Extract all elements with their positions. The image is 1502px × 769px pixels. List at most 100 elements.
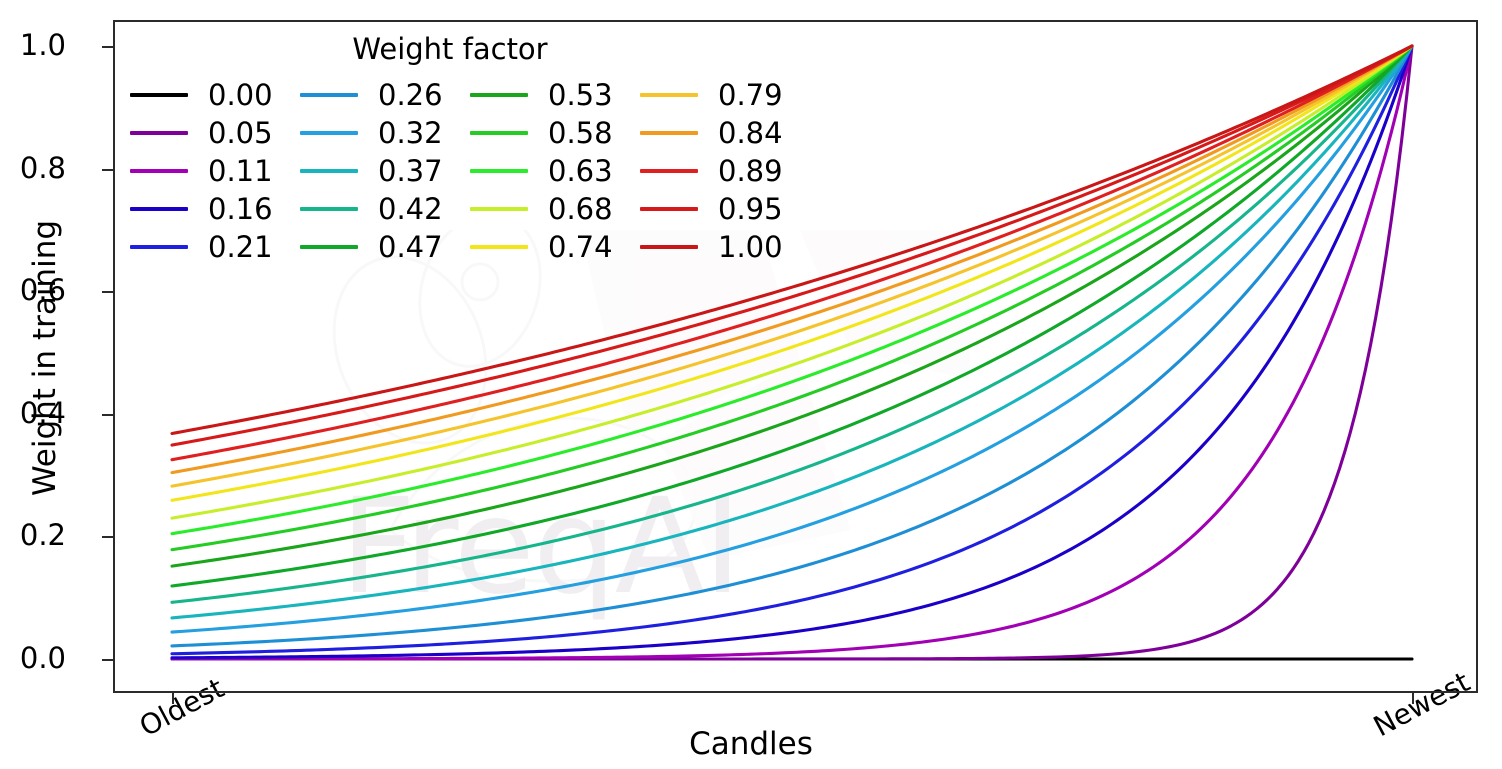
y-tick-label-4: 0.8: [19, 151, 66, 185]
legend-entry-0.21[interactable]: 0.21: [130, 228, 300, 266]
legend-entry-0.84[interactable]: 0.84: [640, 114, 810, 152]
legend-columns: 0.00 0.05 0.11 0.16 0.21 0.26 0.32 0.37 0.42 0.47…: [130, 76, 830, 266]
legend-swatch-icon-0.21: [130, 244, 188, 250]
legend-swatch-icon-0.00: [130, 92, 188, 98]
curve-0.95: [170, 44, 1414, 447]
curve-0.47: [170, 44, 1414, 588]
legend-column-3: 0.79 0.84 0.89 0.95 1.00: [640, 76, 810, 266]
legend-entry-0.58[interactable]: 0.58: [470, 114, 640, 152]
y-tick-label-3: 0.6: [19, 273, 66, 307]
legend-entry-0.32[interactable]: 0.32: [300, 114, 470, 152]
curve-0.53: [170, 44, 1414, 568]
legend-label-0.42: 0.42: [378, 191, 443, 226]
legend-swatch-icon-0.37: [300, 168, 358, 174]
legend-entry-0.37[interactable]: 0.37: [300, 152, 470, 190]
y-tick-mark-3: [102, 291, 113, 294]
legend-title: Weight factor: [352, 32, 548, 66]
legend-label-0.89: 0.89: [718, 153, 783, 188]
curve-0.58: [170, 44, 1414, 552]
legend-swatch-icon-0.05: [130, 130, 188, 136]
curve-0.84: [170, 44, 1414, 475]
legend-swatch-icon-0.95: [640, 206, 698, 212]
legend-label-0.53: 0.53: [548, 77, 613, 112]
plot-border: [113, 20, 1478, 693]
legend-label-0.47: 0.47: [378, 229, 443, 264]
legend-label-0.58: 0.58: [548, 115, 613, 150]
legend-swatch-icon-0.47: [300, 244, 358, 250]
curve-0.21: [170, 44, 1414, 656]
legend-entry-0.42[interactable]: 0.42: [300, 190, 470, 228]
curve-0.32: [170, 44, 1414, 634]
legend-swatch-icon-0.68: [470, 206, 528, 212]
legend-entry-1.00[interactable]: 1.00: [640, 228, 810, 266]
legend-swatch-icon-0.84: [640, 130, 698, 136]
legend-entry-0.68[interactable]: 0.68: [470, 190, 640, 228]
curve-0.89: [170, 44, 1414, 462]
legend-entry-0.00[interactable]: 0.00: [130, 76, 300, 114]
legend: Weight factor 0.00 0.05 0.11 0.16 0.21 0.26 0.…: [130, 32, 830, 266]
legend-swatch-icon-0.16: [130, 206, 188, 212]
legend-swatch-icon-0.32: [300, 130, 358, 136]
legend-entry-0.79[interactable]: 0.79: [640, 76, 810, 114]
legend-swatch-icon-0.89: [640, 168, 698, 174]
x-axis-label: Candles: [689, 726, 813, 762]
legend-swatch-icon-0.74: [470, 244, 528, 250]
legend-column-2: 0.53 0.58 0.63 0.68 0.74: [470, 76, 640, 266]
legend-entry-0.95[interactable]: 0.95: [640, 190, 810, 228]
x-tick-mark-newest: [1412, 693, 1415, 704]
legend-entry-0.26[interactable]: 0.26: [300, 76, 470, 114]
legend-label-0.05: 0.05: [208, 115, 273, 150]
legend-entry-0.11[interactable]: 0.11: [130, 152, 300, 190]
legend-label-0.74: 0.74: [548, 229, 613, 264]
legend-swatch-icon-0.63: [470, 168, 528, 174]
y-tick-label-5: 1.0: [19, 28, 66, 62]
legend-entry-0.89[interactable]: 0.89: [640, 152, 810, 190]
legend-label-0.26: 0.26: [378, 77, 443, 112]
legend-label-0.79: 0.79: [718, 77, 783, 112]
y-tick-mark-1: [102, 536, 113, 539]
legend-column-0: 0.00 0.05 0.11 0.16 0.21: [130, 76, 300, 266]
legend-swatch-icon-0.11: [130, 168, 188, 174]
legend-label-0.11: 0.11: [208, 153, 273, 188]
y-tick-label-2: 0.4: [19, 396, 66, 430]
legend-swatch-icon-0.58: [470, 130, 528, 136]
legend-column-1: 0.26 0.32 0.37 0.42 0.47: [300, 76, 470, 266]
legend-swatch-icon-0.42: [300, 206, 358, 212]
y-axis-label: Weight in training: [27, 219, 63, 497]
legend-swatch-icon-0.53: [470, 92, 528, 98]
legend-swatch-icon-0.79: [640, 92, 698, 98]
curve-0.11: [170, 44, 1414, 661]
legend-label-0.21: 0.21: [208, 229, 273, 264]
legend-entry-0.16[interactable]: 0.16: [130, 190, 300, 228]
legend-swatch-icon-1.00: [640, 244, 698, 250]
curve-0.26: [170, 44, 1414, 648]
legend-entry-0.74[interactable]: 0.74: [470, 228, 640, 266]
legend-label-0.16: 0.16: [208, 191, 273, 226]
y-tick-label-1: 0.2: [19, 518, 66, 552]
legend-label-0.00: 0.00: [208, 77, 273, 112]
legend-entry-0.53[interactable]: 0.53: [470, 76, 640, 114]
legend-label-0.84: 0.84: [718, 115, 783, 150]
curve-0.74: [170, 44, 1414, 502]
curve-1.00: [170, 44, 1414, 436]
curve-0.79: [170, 44, 1414, 488]
legend-label-0.63: 0.63: [548, 153, 613, 188]
legend-entry-0.47[interactable]: 0.47: [300, 228, 470, 266]
y-tick-label-0: 0.0: [19, 641, 66, 675]
curve-0.16: [170, 44, 1414, 660]
legend-label-0.68: 0.68: [548, 191, 613, 226]
curve-0.63: [170, 44, 1414, 536]
x-tick-mark-oldest: [172, 693, 175, 704]
curve-group: [170, 44, 1414, 661]
curve-0.42: [170, 44, 1414, 604]
legend-label-0.95: 0.95: [718, 191, 783, 226]
y-tick-mark-2: [102, 414, 113, 417]
legend-label-1.00: 1.00: [718, 229, 783, 264]
legend-swatch-icon-0.26: [300, 92, 358, 98]
chart-plot-area: [170, 44, 1414, 661]
y-tick-mark-4: [102, 169, 113, 172]
legend-entry-0.05[interactable]: 0.05: [130, 114, 300, 152]
legend-entry-0.63[interactable]: 0.63: [470, 152, 640, 190]
y-tick-mark-5: [102, 46, 113, 49]
